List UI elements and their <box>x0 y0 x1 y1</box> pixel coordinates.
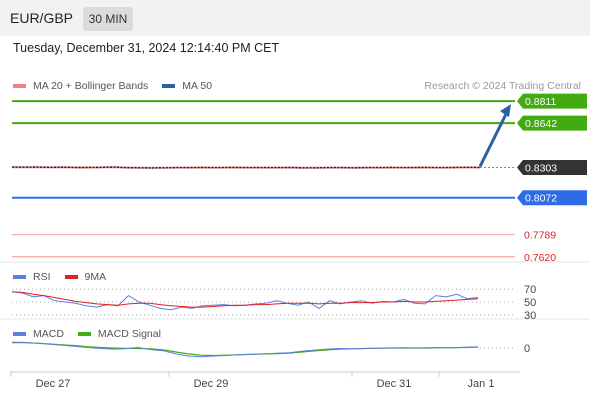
x-tick-label: Jan 1 <box>468 378 495 390</box>
macd-legend-label: MACD <box>33 328 64 340</box>
ma20-swatch <box>13 84 26 88</box>
current-price-label: 0.8303 <box>525 162 557 174</box>
macd-signal-line <box>12 342 479 357</box>
forecast-arrow <box>478 111 509 168</box>
level-label-support: 0.7620 <box>524 252 556 264</box>
level-label-support: 0.7789 <box>524 230 556 242</box>
rsi-line <box>11 291 479 311</box>
timestamp: Tuesday, December 31, 2024 12:14:40 PM C… <box>13 41 280 55</box>
x-tick-label: Dec 27 <box>36 378 71 390</box>
rsi-swatch <box>13 275 26 279</box>
level-label-resistance: 0.8811 <box>525 96 556 108</box>
price-legend: MA 20 + Bollinger Bands MA 50 <box>13 80 212 92</box>
level-label-pivot: 0.8072 <box>525 193 557 205</box>
level-tag-resistance <box>517 115 587 131</box>
level-label-resistance: 0.8642 <box>525 118 557 130</box>
chart-header: EUR/GBP 30 MIN <box>0 0 590 36</box>
price-line <box>11 166 481 169</box>
current-price-tag <box>517 159 587 175</box>
macd-legend: MACD MACD Signal <box>13 328 161 340</box>
signal-legend-label: MACD Signal <box>97 328 161 340</box>
ma20-legend-label: MA 20 + Bollinger Bands <box>33 80 149 92</box>
rsi-legend: RSI 9MA <box>13 271 106 283</box>
ma9-legend-label: 9MA <box>84 271 107 283</box>
macd-tick-label: 0 <box>524 343 530 355</box>
ma50-swatch <box>162 84 176 88</box>
x-tick-label: Dec 31 <box>377 378 412 390</box>
ma50-legend-label: MA 50 <box>182 80 213 92</box>
rsi-tick-label: 50 <box>524 297 536 309</box>
rsi-legend-label: RSI <box>33 271 51 283</box>
macd-swatch <box>13 332 26 336</box>
credit-text: Research © 2024 Trading Central <box>424 80 581 92</box>
ma9-line <box>11 291 479 308</box>
level-tag-pivot <box>517 190 587 206</box>
rsi-tick-label: 70 <box>524 284 536 296</box>
rsi-tick-label: 30 <box>524 310 536 322</box>
ma9-swatch <box>64 275 78 279</box>
forecast-arrowhead <box>500 104 511 118</box>
level-tag-resistance <box>517 93 587 109</box>
macd-line <box>11 341 479 358</box>
signal-swatch <box>77 332 91 336</box>
symbol-label: EUR/GBP <box>10 10 74 26</box>
x-tick-label: Dec 29 <box>194 378 229 390</box>
timeframe-button[interactable]: 30 MIN <box>83 7 133 31</box>
